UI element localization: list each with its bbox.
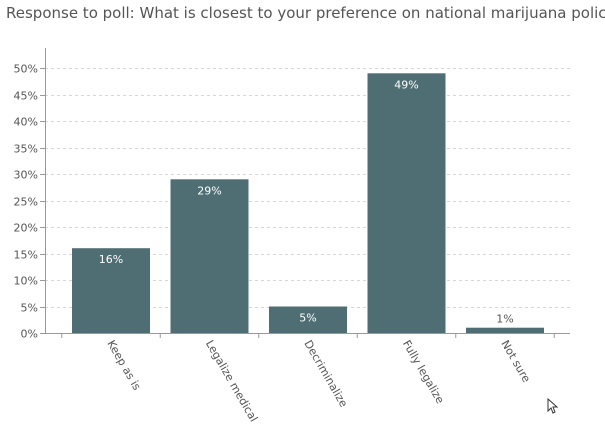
bar-legalize-medical[interactable] — [170, 179, 249, 333]
mouse-cursor-icon — [547, 398, 559, 414]
axes: 0% 5% 10% 15% 20% 25% 30% 35% 40% 45% 50% Keep as i… — [14, 48, 570, 424]
data-label: 16% — [99, 253, 123, 266]
y-tick-label: 35% — [14, 143, 38, 156]
bar-not-sure[interactable] — [466, 327, 544, 333]
y-tick-label: 0% — [21, 328, 38, 341]
y-tick-label: 40% — [14, 116, 38, 129]
chart-title: Response to poll: What is closest to you… — [6, 4, 605, 22]
y-tick-label: 25% — [14, 196, 38, 209]
y-tick-label: 45% — [14, 90, 38, 103]
x-tick-label: Legalize medical — [203, 338, 260, 424]
x-tick-label: Keep as is — [104, 338, 143, 393]
data-label: 5% — [299, 312, 316, 325]
x-tick-label: Not sure — [498, 338, 533, 385]
y-tick-label: 50% — [14, 63, 38, 76]
data-label: 49% — [394, 78, 418, 91]
data-label: 1% — [496, 313, 513, 326]
x-tick-label: Decriminalize — [301, 338, 350, 410]
bar-decriminalize[interactable] — [269, 306, 347, 334]
bar-keep-as-is[interactable] — [72, 248, 150, 333]
y-tick-label: 30% — [14, 169, 38, 182]
y-tick-label: 5% — [21, 302, 38, 315]
y-tick-label: 15% — [14, 249, 38, 262]
bar-fully-legalize[interactable] — [367, 73, 446, 334]
x-tick-label: Fully legalize — [400, 338, 447, 406]
data-label: 29% — [197, 184, 221, 197]
y-tick-label: 20% — [14, 222, 38, 235]
y-tick-label: 10% — [14, 275, 38, 288]
bars: 16% 29% 5% 49% 1% — [72, 73, 544, 334]
